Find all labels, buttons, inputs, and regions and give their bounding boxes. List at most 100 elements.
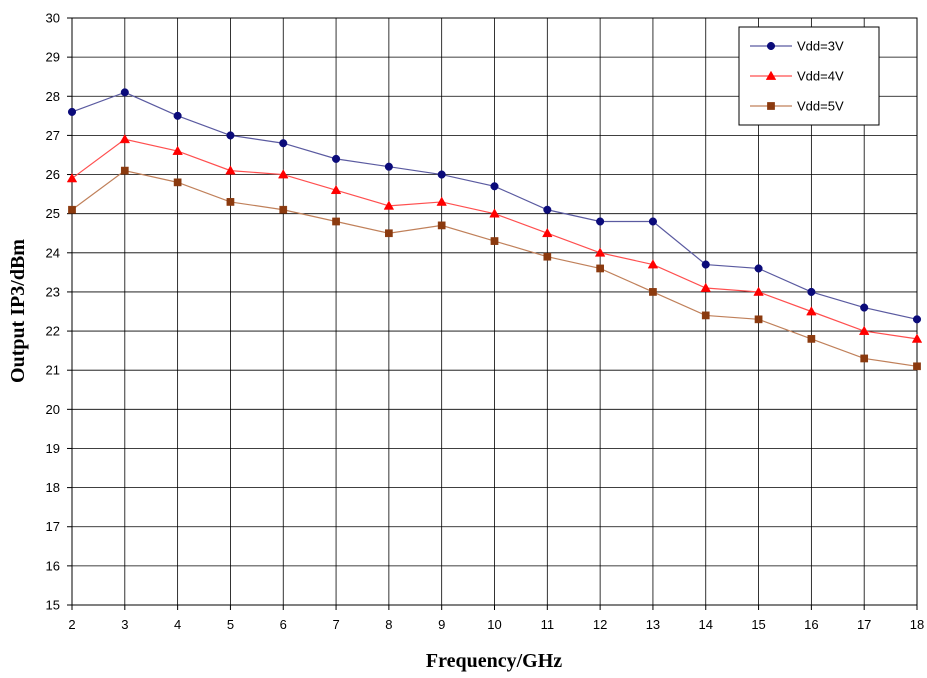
x-tick-label: 9 bbox=[438, 617, 445, 632]
data-point-vdd-3v bbox=[648, 217, 657, 226]
x-tick-label: 8 bbox=[385, 617, 392, 632]
y-tick-label: 22 bbox=[46, 324, 60, 339]
y-axis-title: Output IP3/dBm bbox=[7, 239, 29, 383]
data-point-vdd-3v bbox=[543, 205, 552, 214]
data-point-vdd-5v bbox=[596, 264, 604, 273]
data-point-vdd-5v bbox=[332, 217, 340, 226]
x-tick-label: 16 bbox=[804, 617, 818, 632]
x-axis-tick-labels: 2 3 4 5 6 7 8 9 10 11 12 13 14 15 16 17 18 bbox=[68, 617, 924, 632]
y-tick-label: 25 bbox=[46, 206, 60, 221]
y-tick-label: 23 bbox=[46, 284, 60, 299]
data-point-vdd-3v bbox=[279, 139, 288, 148]
data-point-vdd-5v bbox=[807, 335, 816, 343]
series-vdd-3v bbox=[67, 88, 922, 324]
x-tick-label: 11 bbox=[541, 617, 555, 632]
data-point-vdd-3v bbox=[596, 217, 605, 226]
data-point-vdd-4v bbox=[647, 259, 659, 269]
data-point-vdd-3v bbox=[807, 287, 816, 296]
y-tick-label: 26 bbox=[46, 167, 60, 182]
x-tick-label: 6 bbox=[280, 617, 287, 632]
legend: Vdd=3V Vdd=4V Vdd=5V bbox=[738, 26, 880, 126]
legend-marker-vdd-5v bbox=[767, 102, 775, 110]
y-tick-label: 27 bbox=[46, 128, 60, 143]
data-point-vdd-4v bbox=[594, 247, 606, 257]
data-point-vdd-5v bbox=[490, 237, 499, 245]
data-point-vdd-4v bbox=[330, 184, 342, 195]
data-point-vdd-5v bbox=[385, 229, 393, 238]
data-point-vdd-4v bbox=[753, 286, 764, 296]
series-vdd-4v bbox=[66, 134, 923, 343]
data-point-vdd-4v bbox=[542, 227, 553, 238]
data-point-vdd-5v bbox=[649, 288, 657, 296]
data-point-vdd-4v bbox=[66, 173, 78, 183]
x-tick-label: 12 bbox=[593, 617, 607, 632]
data-point-vdd-4v bbox=[858, 325, 870, 335]
legend-label: Vdd=3V bbox=[797, 39, 844, 54]
data-point-vdd-3v bbox=[120, 88, 129, 97]
data-point-vdd-5v bbox=[68, 205, 76, 214]
x-tick-label: 14 bbox=[699, 617, 713, 632]
x-tick-label: 5 bbox=[227, 617, 234, 632]
legend-label: Vdd=5V bbox=[797, 99, 844, 114]
data-point-vdd-3v bbox=[437, 170, 446, 179]
data-point-vdd-5v bbox=[120, 166, 129, 175]
data-point-vdd-4v bbox=[172, 145, 183, 155]
data-point-vdd-5v bbox=[543, 252, 552, 261]
data-point-vdd-4v bbox=[278, 169, 289, 179]
y-tick-label: 16 bbox=[46, 558, 60, 573]
y-tick-label: 29 bbox=[46, 50, 60, 65]
y-tick-label: 18 bbox=[46, 480, 60, 495]
data-point-vdd-3v bbox=[67, 107, 77, 116]
x-tick-label: 18 bbox=[910, 617, 924, 632]
x-tick-label: 10 bbox=[487, 617, 501, 632]
data-point-vdd-5v bbox=[754, 315, 763, 324]
data-point-vdd-4v bbox=[119, 134, 131, 144]
data-point-vdd-5v bbox=[279, 205, 288, 214]
y-tick-label: 30 bbox=[46, 11, 60, 26]
series-vdd-5v bbox=[68, 166, 921, 371]
y-tick-label: 21 bbox=[46, 363, 60, 378]
data-point-vdd-5v bbox=[913, 362, 921, 371]
x-tick-label: 13 bbox=[646, 617, 660, 632]
data-point-vdd-4v bbox=[489, 208, 500, 218]
data-series bbox=[66, 88, 923, 371]
data-point-vdd-4v bbox=[225, 165, 236, 175]
y-axis-tick-labels: 15 16 17 18 19 20 21 22 23 24 25 26 27 28 29 30 bbox=[46, 11, 60, 613]
data-point-vdd-5v bbox=[226, 198, 235, 206]
legend-label: Vdd=4V bbox=[797, 69, 844, 84]
data-point-vdd-3v bbox=[173, 111, 182, 120]
data-point-vdd-3v bbox=[912, 315, 922, 324]
data-point-vdd-3v bbox=[860, 303, 869, 312]
y-tick-label: 15 bbox=[46, 598, 60, 613]
data-point-vdd-3v bbox=[226, 131, 235, 140]
y-tick-label: 20 bbox=[46, 402, 60, 417]
data-point-vdd-4v bbox=[383, 200, 395, 210]
y-tick-label: 19 bbox=[46, 441, 60, 456]
data-point-vdd-3v bbox=[754, 264, 763, 273]
y-tick-label: 28 bbox=[46, 89, 60, 104]
y-tick-label: 24 bbox=[46, 245, 60, 260]
x-tick-label: 15 bbox=[751, 617, 765, 632]
data-point-vdd-4v bbox=[436, 196, 447, 206]
x-tick-label: 3 bbox=[121, 617, 128, 632]
x-tick-label: 4 bbox=[174, 617, 181, 632]
data-point-vdd-4v bbox=[700, 282, 711, 292]
x-tick-label: 17 bbox=[857, 617, 871, 632]
x-tick-label: 2 bbox=[68, 617, 75, 632]
y-tick-label: 17 bbox=[46, 519, 60, 534]
data-point-vdd-5v bbox=[173, 178, 182, 187]
data-point-vdd-3v bbox=[701, 260, 710, 269]
x-axis-title: Frequency/GHz bbox=[426, 650, 562, 672]
legend-marker-vdd-4v bbox=[765, 70, 777, 80]
x-tick-label: 7 bbox=[332, 617, 339, 632]
data-point-vdd-5v bbox=[860, 354, 869, 363]
data-point-vdd-5v bbox=[701, 311, 710, 320]
data-point-vdd-3v bbox=[384, 162, 393, 171]
data-point-vdd-3v bbox=[332, 154, 341, 163]
data-point-vdd-3v bbox=[490, 182, 499, 191]
data-point-vdd-5v bbox=[437, 221, 446, 230]
data-point-vdd-4v bbox=[806, 306, 817, 316]
legend-marker-vdd-3v bbox=[766, 41, 776, 51]
